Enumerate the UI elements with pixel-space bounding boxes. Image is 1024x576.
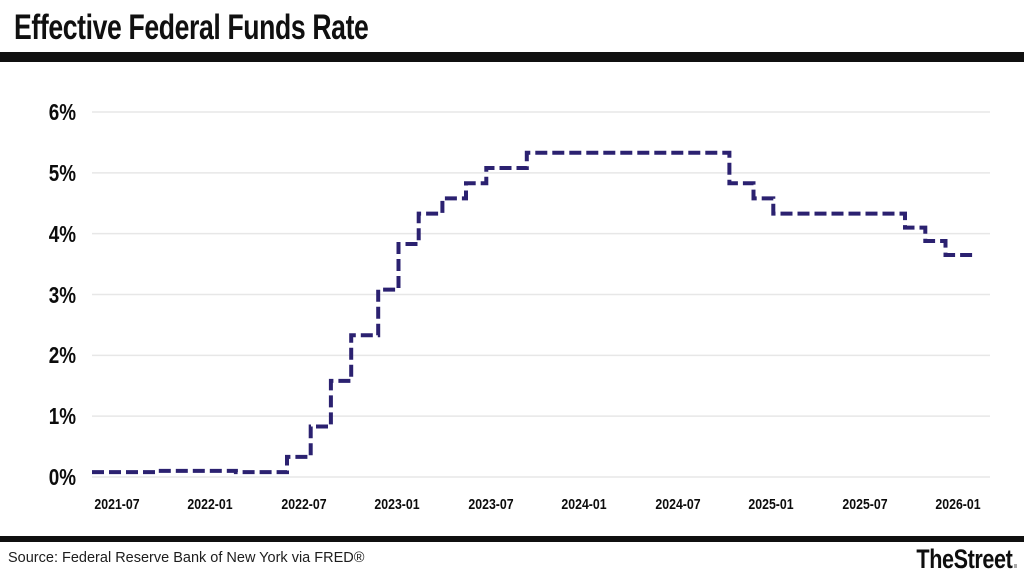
y-axis-tick-label: 2% xyxy=(48,342,76,369)
x-axis-tick-label: 2025-01 xyxy=(748,497,794,513)
x-axis-tick-label: 2022-07 xyxy=(281,497,327,513)
y-axis-tick-label: 0% xyxy=(48,464,76,490)
chart-title: Effective Federal Funds Rate xyxy=(14,8,369,47)
footer-divider xyxy=(0,536,1024,542)
x-axis-tick-label: 2022-01 xyxy=(187,497,234,513)
y-axis-tick-label: 5% xyxy=(48,159,76,186)
y-axis-tick-label: 4% xyxy=(48,220,76,247)
y-axis-tick-label: 1% xyxy=(48,403,76,430)
x-axis-tick-label: 2024-01 xyxy=(561,497,607,513)
y-axis-tick-label: 6% xyxy=(48,99,76,126)
thestreet-logo-period: . xyxy=(1012,544,1018,574)
header-divider xyxy=(0,52,1024,62)
x-axis-tick-label: 2021-07 xyxy=(94,497,140,513)
y-axis-tick-label: 3% xyxy=(48,281,76,308)
thestreet-logo: TheStreet. xyxy=(916,544,1018,575)
x-axis-tick-label: 2026-01 xyxy=(935,497,981,513)
x-axis-tick-label: 2024-07 xyxy=(655,497,701,513)
x-axis-tick-label: 2023-07 xyxy=(468,497,514,513)
effr-step-line xyxy=(92,150,977,475)
x-axis-tick-label: 2025-07 xyxy=(841,497,888,513)
thestreet-logo-text: TheStreet xyxy=(916,544,1013,574)
x-axis-tick-label: 2023-01 xyxy=(374,497,420,513)
source-attribution: Source: Federal Reserve Bank of New York… xyxy=(8,550,365,566)
